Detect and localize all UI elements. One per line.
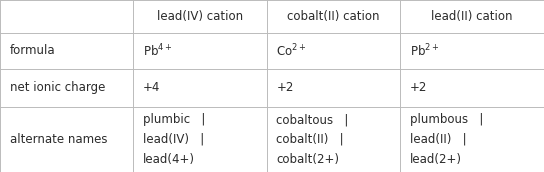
- Text: lead(4+): lead(4+): [143, 153, 195, 166]
- Text: cobalt(II)   |: cobalt(II) |: [276, 133, 344, 146]
- Text: lead(IV)   |: lead(IV) |: [143, 133, 205, 146]
- Text: cobalt(2+): cobalt(2+): [276, 153, 339, 166]
- Text: +4: +4: [143, 81, 160, 94]
- Text: Co$^{2+}$: Co$^{2+}$: [276, 42, 307, 59]
- Text: plumbic   |: plumbic |: [143, 113, 206, 126]
- Text: lead(II) cation: lead(II) cation: [431, 10, 512, 23]
- Text: lead(2+): lead(2+): [410, 153, 462, 166]
- Text: Pb$^{4+}$: Pb$^{4+}$: [143, 42, 172, 59]
- Text: lead(IV) cation: lead(IV) cation: [157, 10, 243, 23]
- Text: cobaltous   |: cobaltous |: [276, 113, 349, 126]
- Text: cobalt(II) cation: cobalt(II) cation: [287, 10, 380, 23]
- Text: +2: +2: [410, 81, 427, 94]
- Text: plumbous   |: plumbous |: [410, 113, 483, 126]
- Text: alternate names: alternate names: [10, 133, 107, 146]
- Text: formula: formula: [10, 44, 55, 57]
- Text: net ionic charge: net ionic charge: [10, 81, 105, 94]
- Text: lead(II)   |: lead(II) |: [410, 133, 466, 146]
- Text: +2: +2: [276, 81, 294, 94]
- Text: Pb$^{2+}$: Pb$^{2+}$: [410, 42, 439, 59]
